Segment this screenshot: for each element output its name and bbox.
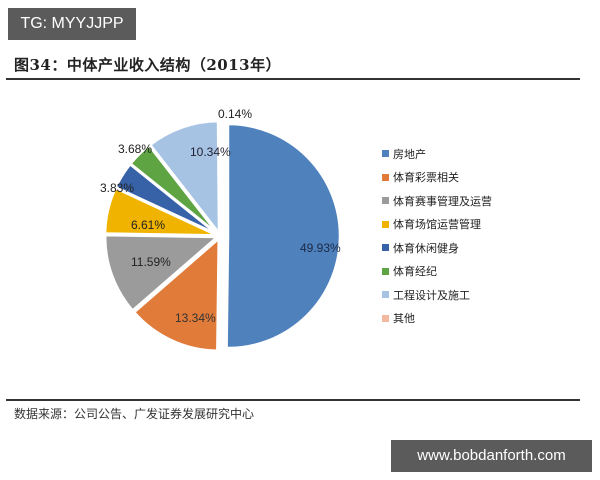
- legend-label: 体育休闲健身: [393, 241, 459, 255]
- legend-label: 工程设计及施工: [393, 288, 470, 302]
- legend-label: 体育彩票相关: [393, 171, 459, 185]
- data-source: 数据来源：公司公告、广发证券发展研究中心: [14, 407, 255, 421]
- pie-slice: [217, 119, 222, 234]
- legend-item: 房地产: [382, 142, 492, 166]
- figure-title: 图34：中体产业收入结构（2013年）: [14, 56, 282, 74]
- legend-swatch: [382, 150, 389, 158]
- legend: 房地产 体育彩票相关 体育赛事管理及运营 体育场馆运营管理 体育休闲健身 体育经…: [382, 142, 492, 330]
- pie-slice: [128, 143, 219, 235]
- slice-label: 3.83%: [100, 181, 134, 195]
- legend-swatch: [382, 173, 389, 181]
- legend-label: 体育场馆运营管理: [393, 218, 481, 232]
- slice-label: 10.34%: [190, 145, 231, 159]
- pie-slice: [225, 122, 342, 350]
- legend-swatch: [382, 267, 389, 275]
- slice-label: 49.93%: [300, 241, 341, 255]
- title-divider: [6, 78, 580, 80]
- watermark-top: TG: MYYJJPP: [8, 8, 136, 40]
- legend-item: 体育休闲健身: [382, 236, 492, 260]
- legend-label: 其他: [393, 312, 415, 326]
- slice-label: 13.34%: [175, 311, 216, 325]
- pie-slice: [103, 233, 221, 313]
- slice-label: 6.61%: [131, 218, 165, 232]
- legend-item: 体育赛事管理及运营: [382, 189, 492, 213]
- legend-label: 体育经纪: [393, 265, 437, 279]
- legend-item: 工程设计及施工: [382, 283, 492, 307]
- legend-label: 房地产: [393, 147, 426, 161]
- legend-swatch: [382, 291, 389, 299]
- footer-divider: [6, 399, 580, 401]
- legend-swatch: [382, 314, 389, 322]
- legend-item: 其他: [382, 307, 492, 331]
- pie-slice: [148, 119, 221, 237]
- legend-swatch: [382, 197, 389, 205]
- slice-label: 0.14%: [218, 107, 252, 121]
- legend-swatch: [382, 244, 389, 252]
- slice-label: 3.68%: [118, 142, 152, 156]
- legend-item: 体育彩票相关: [382, 166, 492, 190]
- slice-label: 11.59%: [131, 255, 171, 269]
- legend-item: 体育经纪: [382, 260, 492, 284]
- legend-label: 体育赛事管理及运营: [393, 194, 492, 208]
- pie-slice: [132, 235, 221, 352]
- watermark-bottom: www.bobdanforth.com: [391, 440, 592, 472]
- legend-item: 体育场馆运营管理: [382, 213, 492, 237]
- legend-swatch: [382, 220, 389, 228]
